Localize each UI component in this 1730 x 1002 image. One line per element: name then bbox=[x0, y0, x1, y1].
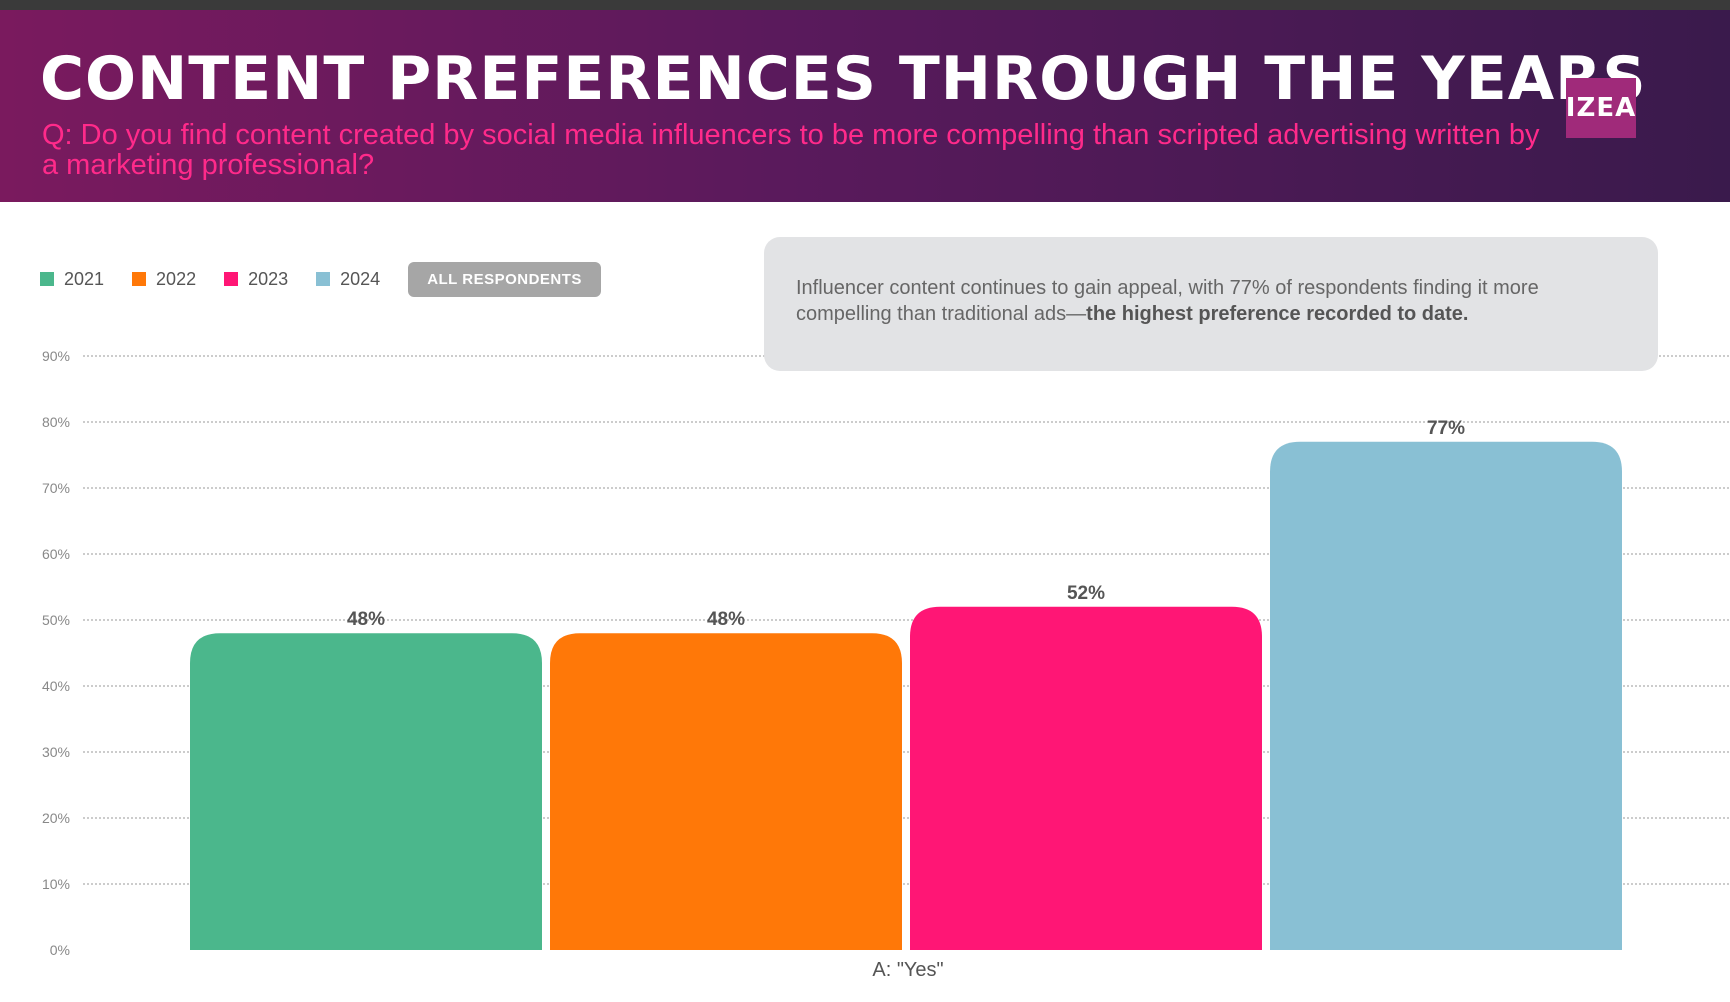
data-label: 48% bbox=[707, 609, 745, 630]
legend-item-2022: 2022 bbox=[132, 269, 196, 290]
y-tick-label: 40% bbox=[42, 678, 70, 694]
izea-logo: IZEA bbox=[1566, 78, 1636, 138]
legend-item-2023: 2023 bbox=[224, 269, 288, 290]
data-label: 77% bbox=[1427, 418, 1465, 439]
all-respondents-button[interactable]: ALL RESPONDENTS bbox=[408, 261, 601, 297]
y-tick-label: 60% bbox=[42, 546, 70, 562]
bar-2021 bbox=[190, 633, 542, 950]
legend: 2021 2022 2023 2024 ALL RESPONDENTS bbox=[40, 261, 601, 297]
bar-2024 bbox=[1270, 441, 1622, 950]
y-tick-label: 90% bbox=[42, 348, 70, 364]
y-tick-label: 80% bbox=[42, 414, 70, 430]
y-tick-label: 70% bbox=[42, 480, 70, 496]
callout-text: Influencer content continues to gain app… bbox=[796, 277, 1539, 325]
callout-bold-text: the highest preference recorded to date. bbox=[1086, 303, 1469, 325]
y-tick-label: 10% bbox=[42, 876, 70, 892]
y-tick-label: 50% bbox=[42, 612, 70, 628]
legend-label: 2022 bbox=[156, 268, 197, 289]
legend-swatch bbox=[224, 272, 239, 286]
legend-label: 2021 bbox=[64, 268, 105, 289]
y-tick-label: 30% bbox=[42, 744, 70, 760]
y-tick-label: 0% bbox=[50, 942, 70, 958]
insight-callout: Influencer content continues to gain app… bbox=[764, 237, 1658, 371]
x-category-label: A: "Yes" bbox=[872, 959, 943, 981]
legend-swatch bbox=[40, 272, 54, 286]
legend-item-2021: 2021 bbox=[40, 269, 104, 290]
data-label: 52% bbox=[1067, 583, 1105, 604]
legend-item-2024: 2024 bbox=[316, 269, 380, 290]
question-subtitle: Q: Do you find content created by social… bbox=[42, 119, 1540, 181]
legend-swatch bbox=[132, 272, 147, 286]
y-tick-label: 20% bbox=[42, 810, 70, 826]
page-title: CONTENT PREFERENCES THROUGH THE YEARS bbox=[40, 44, 1647, 114]
legend-label: 2023 bbox=[248, 268, 289, 289]
bar-2023 bbox=[910, 606, 1262, 950]
data-label: 48% bbox=[347, 609, 385, 630]
header-banner bbox=[0, 10, 1730, 202]
legend-swatch bbox=[316, 272, 331, 286]
legend-label: 2024 bbox=[340, 268, 381, 289]
top-bar bbox=[0, 0, 1730, 10]
bar-2022 bbox=[550, 633, 902, 950]
